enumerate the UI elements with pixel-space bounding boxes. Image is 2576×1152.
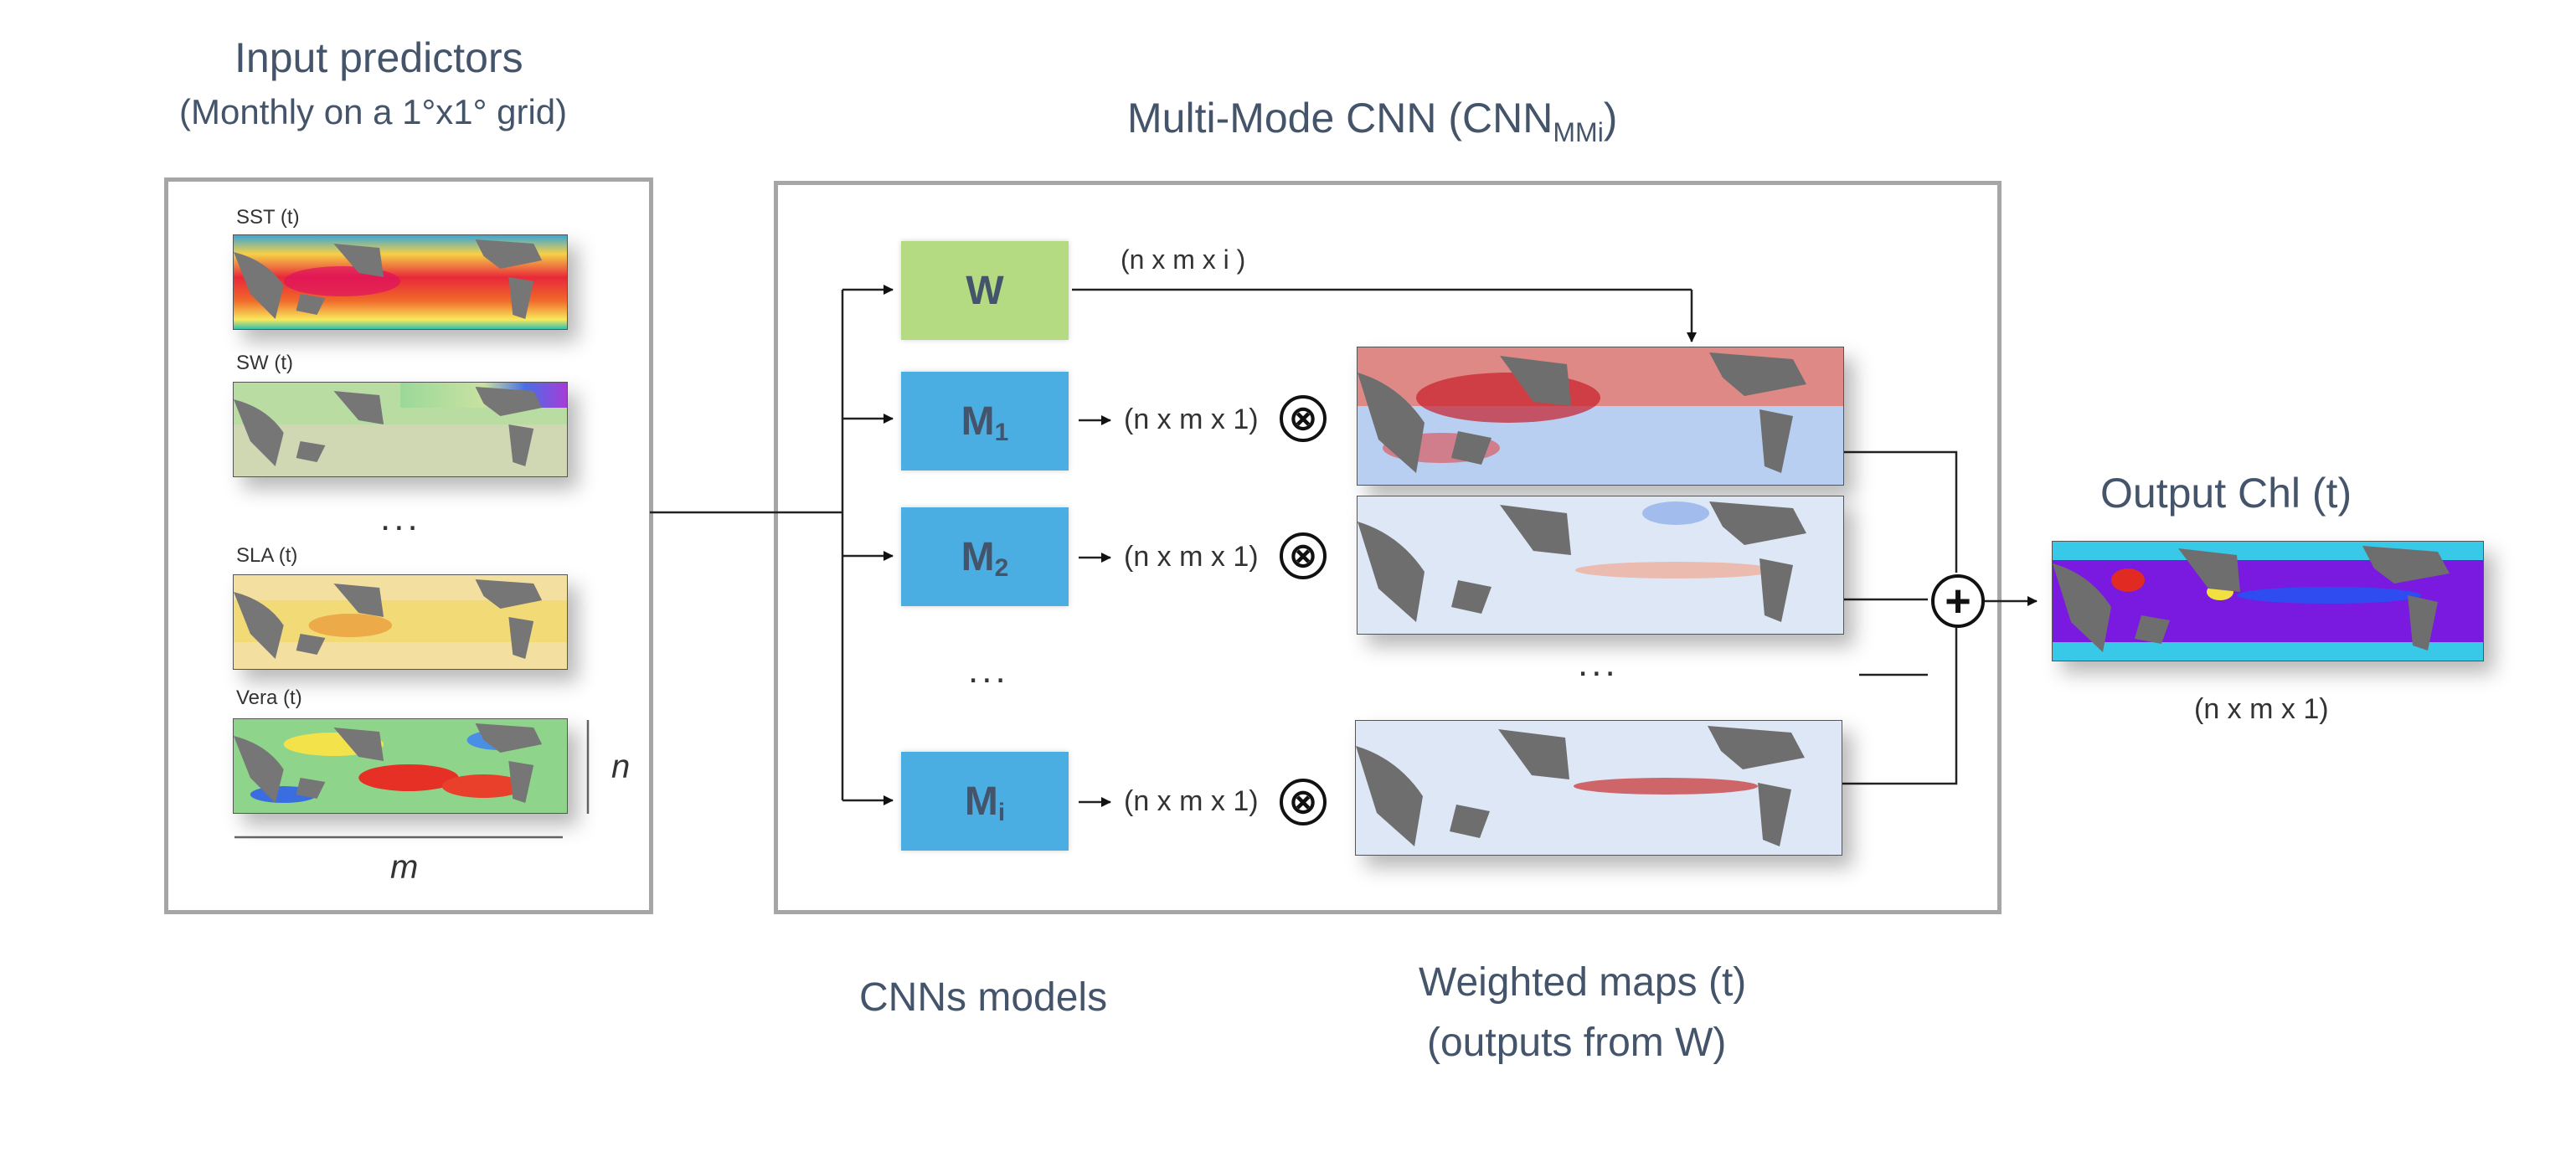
model-i-subscript: i	[997, 799, 1006, 826]
cnn-title-close: )	[1603, 95, 1618, 141]
sum-icon: +	[1931, 574, 1985, 628]
model-2-label: M	[961, 534, 995, 579]
dim-m-label: m	[390, 849, 419, 886]
model-1-subscript: 1	[994, 419, 1009, 446]
sla-label: SLA (t)	[236, 544, 298, 567]
vera-map	[233, 718, 568, 814]
model-i-label: M	[964, 779, 998, 824]
models-ellipsis: ...	[968, 650, 1009, 691]
model-1-dim: (n x m x 1)	[1124, 404, 1259, 435]
weighted-maps-caption-1: Weighted maps (t)	[1419, 960, 1747, 1005]
input-panel-frame	[164, 177, 653, 914]
cnn-title-main: Multi-Mode CNN (CNN	[1127, 95, 1553, 141]
model-2-subscript: 2	[994, 554, 1009, 582]
sw-label: SW (t)	[236, 352, 293, 374]
model-1-label: M	[961, 399, 995, 444]
weighted-map-1	[1357, 347, 1844, 486]
weight-block-label: W	[966, 268, 1004, 313]
weighted-map-2	[1357, 496, 1844, 635]
vera-label: Vera (t)	[236, 687, 302, 709]
multiply-icon-1: ⊗	[1280, 395, 1327, 442]
input-predictors-subtitle: (Monthly on a 1°x1° grid)	[179, 92, 568, 131]
cnn-title-subscript: MMi	[1553, 117, 1604, 147]
multiply-icon-2: ⊗	[1280, 532, 1327, 579]
weight-dim-label: (n x m x i )	[1121, 244, 1246, 275]
cnn-panel-title: Multi-Mode CNN (CNNMMi)	[1127, 94, 1617, 148]
output-title: Output Chl (t)	[2100, 470, 2352, 517]
maps-ellipsis: ...	[1578, 643, 1619, 684]
sst-label: SST (t)	[236, 206, 300, 229]
weighted-map-i	[1355, 720, 1842, 856]
model-i-dim: (n x m x 1)	[1124, 785, 1259, 817]
sw-map	[233, 382, 568, 477]
sst-map	[233, 234, 568, 330]
weight-block: W	[901, 241, 1069, 340]
model-2-dim: (n x m x 1)	[1124, 541, 1259, 573]
input-ellipsis: ...	[380, 497, 421, 538]
input-predictors-title: Input predictors	[234, 34, 523, 81]
sla-map	[233, 574, 568, 670]
output-chl-map	[2052, 541, 2484, 661]
multiply-icon-i: ⊗	[1280, 779, 1327, 825]
weighted-maps-caption-2: (outputs from W)	[1427, 1021, 1727, 1065]
cnn-panel-frame	[774, 181, 2002, 914]
cnn-models-caption: CNNs models	[859, 975, 1108, 1020]
dim-n-label: n	[611, 748, 631, 785]
output-dim-label: (n x m x 1)	[2194, 693, 2329, 725]
